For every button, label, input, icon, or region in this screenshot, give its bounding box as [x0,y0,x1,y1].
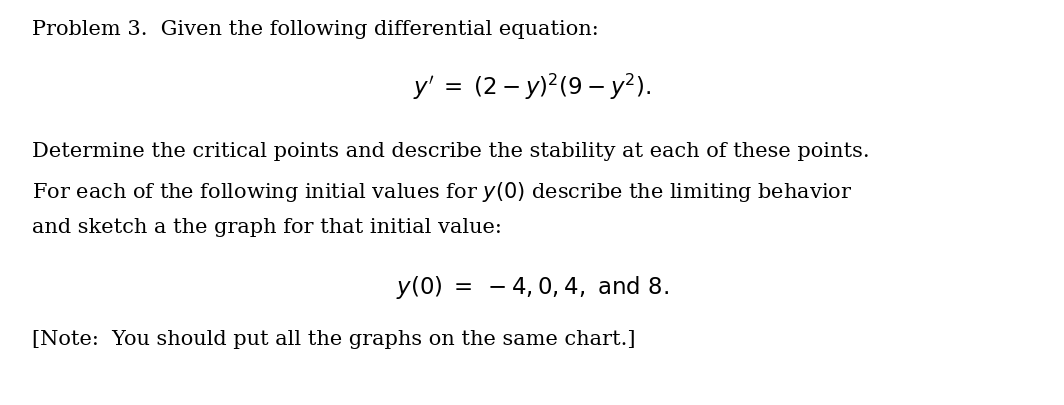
Text: $y(0) \;=\; -4, 0, 4, \text{ and } 8.$: $y(0) \;=\; -4, 0, 4, \text{ and } 8.$ [396,273,668,300]
Text: $y' \;=\; (2-y)^2(9-y^2).$: $y' \;=\; (2-y)^2(9-y^2).$ [413,72,651,102]
Text: Problem 3.  Given the following differential equation:: Problem 3. Given the following different… [32,20,599,39]
Text: [Note:  You should put all the graphs on the same chart.]: [Note: You should put all the graphs on … [32,329,635,348]
Text: and sketch a the graph for that initial value:: and sketch a the graph for that initial … [32,217,502,237]
Text: For each of the following initial values for $y(0)$ describe the limiting behavi: For each of the following initial values… [32,179,852,203]
Text: Determine the critical points and describe the stability at each of these points: Determine the critical points and descri… [32,142,869,161]
